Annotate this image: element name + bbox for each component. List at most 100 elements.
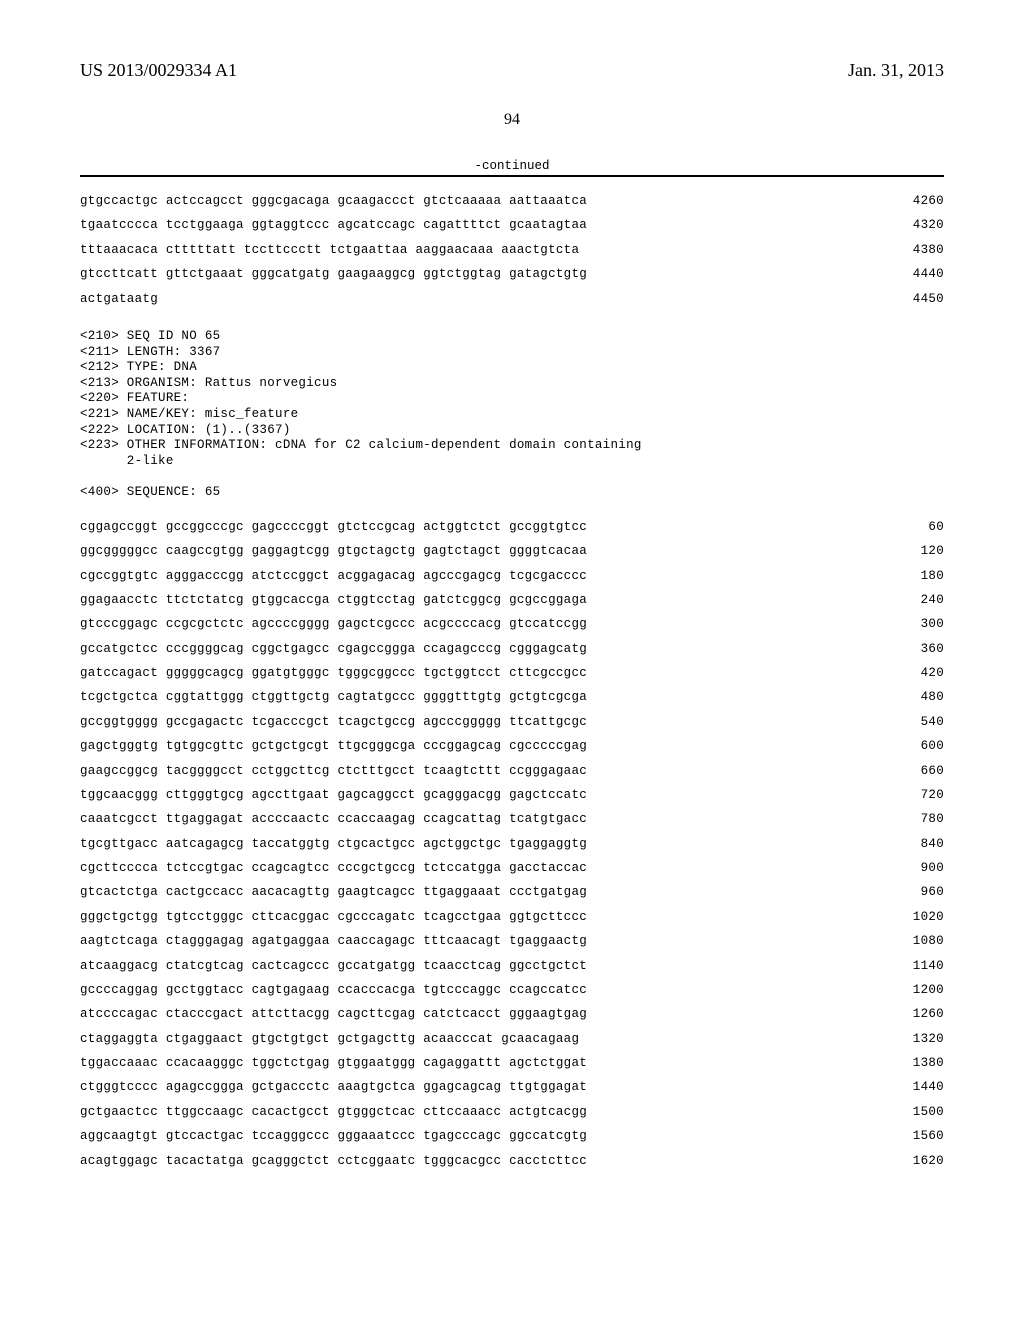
sequence-bases: atccccagac ctacccgact attcttacgg cagcttc… [80, 1002, 587, 1026]
sequence-bases: gagctgggtg tgtggcgttc gctgctgcgt ttgcggg… [80, 734, 587, 758]
sequence-position: 840 [894, 832, 944, 856]
page-number: 94 [80, 111, 944, 129]
sequence-position: 360 [894, 637, 944, 661]
sequence-bases: tgaatcccca tcctggaaga ggtaggtccc agcatcc… [80, 213, 587, 237]
sequence-position: 4260 [894, 189, 944, 213]
sequence-row: cggagccggt gccggcccgc gagccccggt gtctccg… [80, 515, 944, 539]
sequence-bases: gaagccggcg tacggggcct cctggcttcg ctctttg… [80, 759, 587, 783]
sequence-bases: gtcccggagc ccgcgctctc agccccgggg gagctcg… [80, 612, 587, 636]
sequence-bases: gtcactctga cactgccacc aacacagttg gaagtca… [80, 880, 587, 904]
sequence-tail-block: gtgccactgc actccagcct gggcgacaga gcaagac… [80, 189, 944, 311]
sequence-row: atccccagac ctacccgact attcttacgg cagcttc… [80, 1002, 944, 1026]
sequence-row: aagtctcaga ctagggagag agatgaggaa caaccag… [80, 929, 944, 953]
sequence-position: 1320 [894, 1027, 944, 1051]
sequence-position: 1200 [894, 978, 944, 1002]
continued-label: -continued [80, 159, 944, 173]
sequence-position: 1560 [894, 1124, 944, 1148]
sequence-bases: gctgaactcc ttggccaagc cacactgcct gtgggct… [80, 1100, 587, 1124]
sequence-row: gccggtgggg gccgagactc tcgacccgct tcagctg… [80, 710, 944, 734]
sequence-bases: gtccttcatt gttctgaaat gggcatgatg gaagaag… [80, 262, 587, 286]
sequence-position: 4450 [894, 287, 944, 311]
sequence-row: acagtggagc tacactatga gcagggctct cctcgga… [80, 1149, 944, 1173]
sequence-row: tcgctgctca cggtattggg ctggttgctg cagtatg… [80, 685, 944, 709]
sequence-position: 120 [894, 539, 944, 563]
sequence-position: 4440 [894, 262, 944, 286]
sequence-position: 540 [894, 710, 944, 734]
sequence-bases: cggagccggt gccggcccgc gagccccggt gtctccg… [80, 515, 587, 539]
sequence-row: gccccaggag gcctggtacc cagtgagaag ccaccca… [80, 978, 944, 1002]
sequence-position: 1380 [894, 1051, 944, 1075]
sequence-bases: gccggtgggg gccgagactc tcgacccgct tcagctg… [80, 710, 587, 734]
sequence-position: 1440 [894, 1075, 944, 1099]
sequence-row: ggagaacctc ttctctatcg gtggcaccga ctggtcc… [80, 588, 944, 612]
sequence-bases: tggaccaaac ccacaagggc tggctctgag gtggaat… [80, 1051, 587, 1075]
sequence-position: 720 [894, 783, 944, 807]
sequence-position: 4320 [894, 213, 944, 237]
sequence-bases: tcgctgctca cggtattggg ctggttgctg cagtatg… [80, 685, 587, 709]
publication-number: US 2013/0029334 A1 [80, 60, 237, 81]
sequence-bases: cgccggtgtc agggacccgg atctccggct acggaga… [80, 564, 587, 588]
sequence-position: 1260 [894, 1002, 944, 1026]
sequence-row: cgccggtgtc agggacccgg atctccggct acggaga… [80, 564, 944, 588]
document-header: US 2013/0029334 A1 Jan. 31, 2013 [80, 60, 944, 81]
sequence-metadata-block: <210> SEQ ID NO 65 <211> LENGTH: 3367 <2… [80, 329, 944, 501]
sequence-bases: gggctgctgg tgtcctgggc cttcacggac cgcccag… [80, 905, 587, 929]
sequence-bases: atcaaggacg ctatcgtcag cactcagccc gccatga… [80, 954, 587, 978]
sequence-position: 300 [894, 612, 944, 636]
sequence-row: tgaatcccca tcctggaaga ggtaggtccc agcatcc… [80, 213, 944, 237]
sequence-position: 180 [894, 564, 944, 588]
sequence-bases: gatccagact gggggcagcg ggatgtgggc tgggcgg… [80, 661, 587, 685]
sequence-position: 240 [894, 588, 944, 612]
sequence-position: 660 [894, 759, 944, 783]
sequence-row: aggcaagtgt gtccactgac tccagggccc gggaaat… [80, 1124, 944, 1148]
sequence-row: gagctgggtg tgtggcgttc gctgctgcgt ttgcggg… [80, 734, 944, 758]
sequence-bases: gccccaggag gcctggtacc cagtgagaag ccaccca… [80, 978, 587, 1002]
publication-date: Jan. 31, 2013 [848, 60, 944, 81]
sequence-row: tggcaacggg cttgggtgcg agccttgaat gagcagg… [80, 783, 944, 807]
sequence-row: atcaaggacg ctatcgtcag cactcagccc gccatga… [80, 954, 944, 978]
sequence-bases: gtgccactgc actccagcct gggcgacaga gcaagac… [80, 189, 587, 213]
sequence-bases: acagtggagc tacactatga gcagggctct cctcgga… [80, 1149, 587, 1173]
sequence-row: gtgccactgc actccagcct gggcgacaga gcaagac… [80, 189, 944, 213]
horizontal-rule [80, 175, 944, 177]
sequence-position: 60 [894, 515, 944, 539]
sequence-row: ctgggtcccc agagccggga gctgaccctc aaagtgc… [80, 1075, 944, 1099]
sequence-row: tggaccaaac ccacaagggc tggctctgag gtggaat… [80, 1051, 944, 1075]
sequence-bases: aagtctcaga ctagggagag agatgaggaa caaccag… [80, 929, 587, 953]
sequence-row: ggcgggggcc caagccgtgg gaggagtcgg gtgctag… [80, 539, 944, 563]
sequence-row: ctaggaggta ctgaggaact gtgctgtgct gctgagc… [80, 1027, 944, 1051]
sequence-position: 420 [894, 661, 944, 685]
sequence-row: gctgaactcc ttggccaagc cacactgcct gtgggct… [80, 1100, 944, 1124]
sequence-position: 960 [894, 880, 944, 904]
sequence-bases: caaatcgcct ttgaggagat accccaactc ccaccaa… [80, 807, 587, 831]
sequence-row: tttaaacaca ctttttatt tccttccctt tctgaatt… [80, 238, 944, 262]
sequence-bases: tgcgttgacc aatcagagcg taccatggtg ctgcact… [80, 832, 587, 856]
sequence-row: gccatgctcc cccggggcag cggctgagcc cgagccg… [80, 637, 944, 661]
sequence-position: 4380 [894, 238, 944, 262]
sequence-row: actgataatg 4450 [80, 287, 944, 311]
sequence-position: 1500 [894, 1100, 944, 1124]
sequence-position: 1620 [894, 1149, 944, 1173]
sequence-row: gtccttcatt gttctgaaat gggcatgatg gaagaag… [80, 262, 944, 286]
sequence-bases: gccatgctcc cccggggcag cggctgagcc cgagccg… [80, 637, 587, 661]
sequence-bases: aggcaagtgt gtccactgac tccagggccc gggaaat… [80, 1124, 587, 1148]
sequence-bases: ggagaacctc ttctctatcg gtggcaccga ctggtcc… [80, 588, 587, 612]
sequence-row: tgcgttgacc aatcagagcg taccatggtg ctgcact… [80, 832, 944, 856]
sequence-row: gtcccggagc ccgcgctctc agccccgggg gagctcg… [80, 612, 944, 636]
sequence-position: 900 [894, 856, 944, 880]
sequence-row: gatccagact gggggcagcg ggatgtgggc tgggcgg… [80, 661, 944, 685]
sequence-position: 1020 [894, 905, 944, 929]
sequence-bases: tttaaacaca ctttttatt tccttccctt tctgaatt… [80, 238, 579, 262]
sequence-bases: actgataatg [80, 287, 158, 311]
sequence-bases: ctaggaggta ctgaggaact gtgctgtgct gctgagc… [80, 1027, 579, 1051]
sequence-row: gtcactctga cactgccacc aacacagttg gaagtca… [80, 880, 944, 904]
sequence-row: cgcttcccca tctccgtgac ccagcagtcc cccgctg… [80, 856, 944, 880]
sequence-row: gggctgctgg tgtcctgggc cttcacggac cgcccag… [80, 905, 944, 929]
sequence-bases: ctgggtcccc agagccggga gctgaccctc aaagtgc… [80, 1075, 587, 1099]
sequence-position: 1080 [894, 929, 944, 953]
sequence-bases: tggcaacggg cttgggtgcg agccttgaat gagcagg… [80, 783, 587, 807]
sequence-position: 480 [894, 685, 944, 709]
sequence-row: caaatcgcct ttgaggagat accccaactc ccaccaa… [80, 807, 944, 831]
sequence-row: gaagccggcg tacggggcct cctggcttcg ctctttg… [80, 759, 944, 783]
sequence-position: 600 [894, 734, 944, 758]
